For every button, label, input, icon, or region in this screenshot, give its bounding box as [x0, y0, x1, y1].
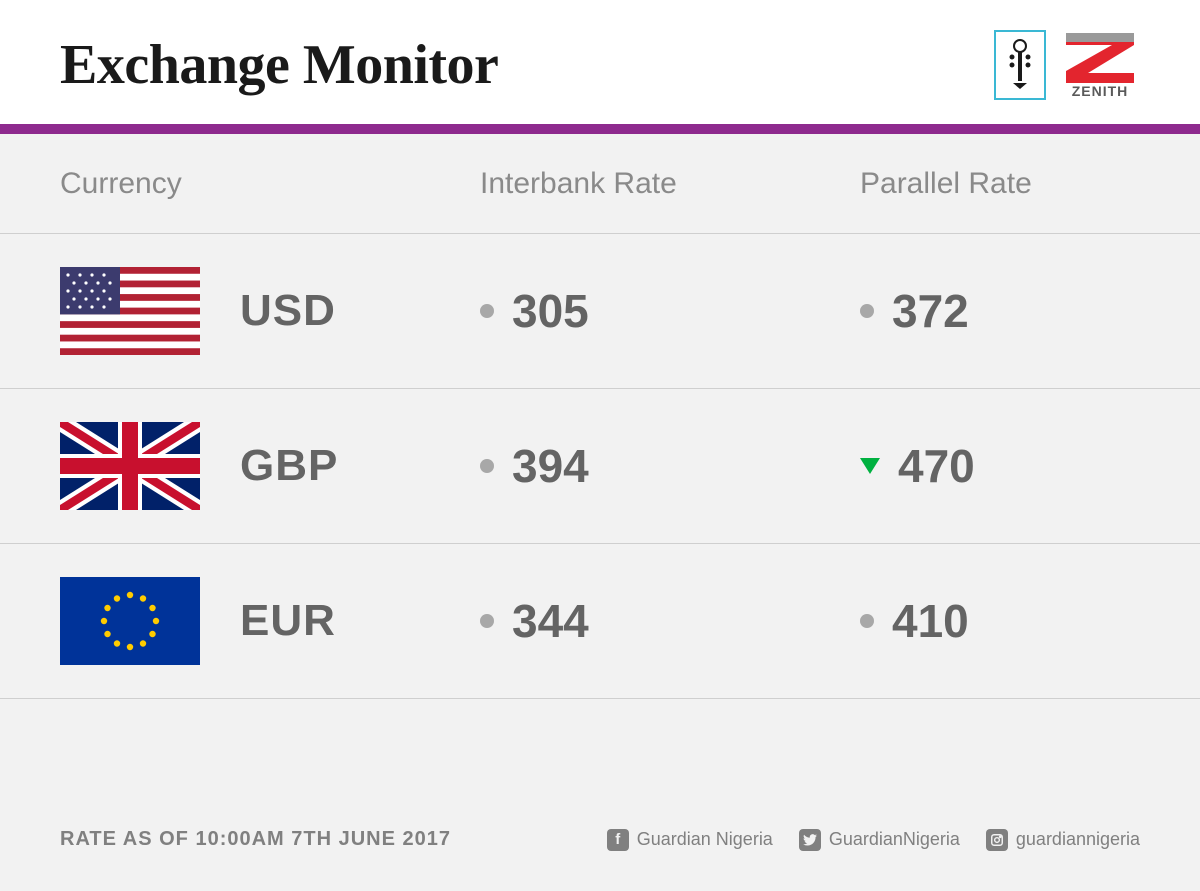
th-interbank: Interbank Rate: [480, 167, 860, 201]
eu-flag-icon: [60, 577, 200, 665]
sponsor-logos: ZENITH: [994, 30, 1140, 100]
us-flag-icon: [60, 267, 200, 355]
neutral-indicator-icon: [480, 459, 494, 473]
table-row: USD 305 372: [0, 234, 1200, 389]
down-indicator-icon: [860, 458, 880, 474]
zenith-z-icon: [1060, 31, 1140, 85]
rate-value: 470: [898, 439, 975, 493]
currency-code: EUR: [240, 596, 336, 646]
th-parallel: Parallel Rate: [860, 167, 1140, 201]
instagram-icon: [986, 829, 1008, 851]
twitter-link[interactable]: GuardianNigeria: [799, 829, 960, 851]
parallel-rate: 470: [860, 439, 1140, 493]
table-header-row: Currency Interbank Rate Parallel Rate: [0, 134, 1200, 234]
currency-code: USD: [240, 286, 336, 336]
exchange-monitor-card: Exchange Monitor ZENITH: [0, 0, 1200, 891]
neutral-indicator-icon: [480, 304, 494, 318]
rate-value: 305: [512, 284, 589, 338]
zenith-logo: ZENITH: [1060, 31, 1140, 99]
social-label: Guardian Nigeria: [637, 829, 773, 850]
parallel-rate: 410: [860, 594, 1140, 648]
footer-bar: RATE AS OF 10:00AM 7TH JUNE 2017 f Guard…: [0, 800, 1200, 891]
social-links: f Guardian Nigeria GuardianNigeria guard…: [607, 829, 1140, 851]
zenith-label: ZENITH: [1072, 83, 1129, 99]
table-row: GBP 394 470: [0, 389, 1200, 544]
uk-flag-icon: [60, 422, 200, 510]
rate-value: 394: [512, 439, 589, 493]
table-row: EUR 344 410: [0, 544, 1200, 699]
facebook-icon: f: [607, 829, 629, 851]
currency-code: GBP: [240, 441, 338, 491]
social-label: guardiannigeria: [1016, 829, 1140, 850]
rate-value: 344: [512, 594, 589, 648]
interbank-rate: 305: [480, 284, 860, 338]
th-currency: Currency: [60, 167, 480, 201]
neutral-indicator-icon: [480, 614, 494, 628]
accent-divider: [0, 124, 1200, 134]
timestamp-label: RATE AS OF 10:00AM 7TH JUNE 2017: [60, 828, 451, 851]
rate-value: 372: [892, 284, 969, 338]
currency-cell: EUR: [60, 577, 480, 665]
facebook-link[interactable]: f Guardian Nigeria: [607, 829, 773, 851]
interbank-rate: 344: [480, 594, 860, 648]
currency-cell: USD: [60, 267, 480, 355]
social-label: GuardianNigeria: [829, 829, 960, 850]
cbn-logo-icon: [994, 30, 1046, 100]
interbank-rate: 394: [480, 439, 860, 493]
instagram-link[interactable]: guardiannigeria: [986, 829, 1140, 851]
parallel-rate: 372: [860, 284, 1140, 338]
header-bar: Exchange Monitor ZENITH: [0, 0, 1200, 124]
twitter-icon: [799, 829, 821, 851]
neutral-indicator-icon: [860, 304, 874, 318]
currency-cell: GBP: [60, 422, 480, 510]
rate-value: 410: [892, 594, 969, 648]
neutral-indicator-icon: [860, 614, 874, 628]
page-title: Exchange Monitor: [60, 33, 498, 97]
rates-table: Currency Interbank Rate Parallel Rate: [0, 134, 1200, 800]
